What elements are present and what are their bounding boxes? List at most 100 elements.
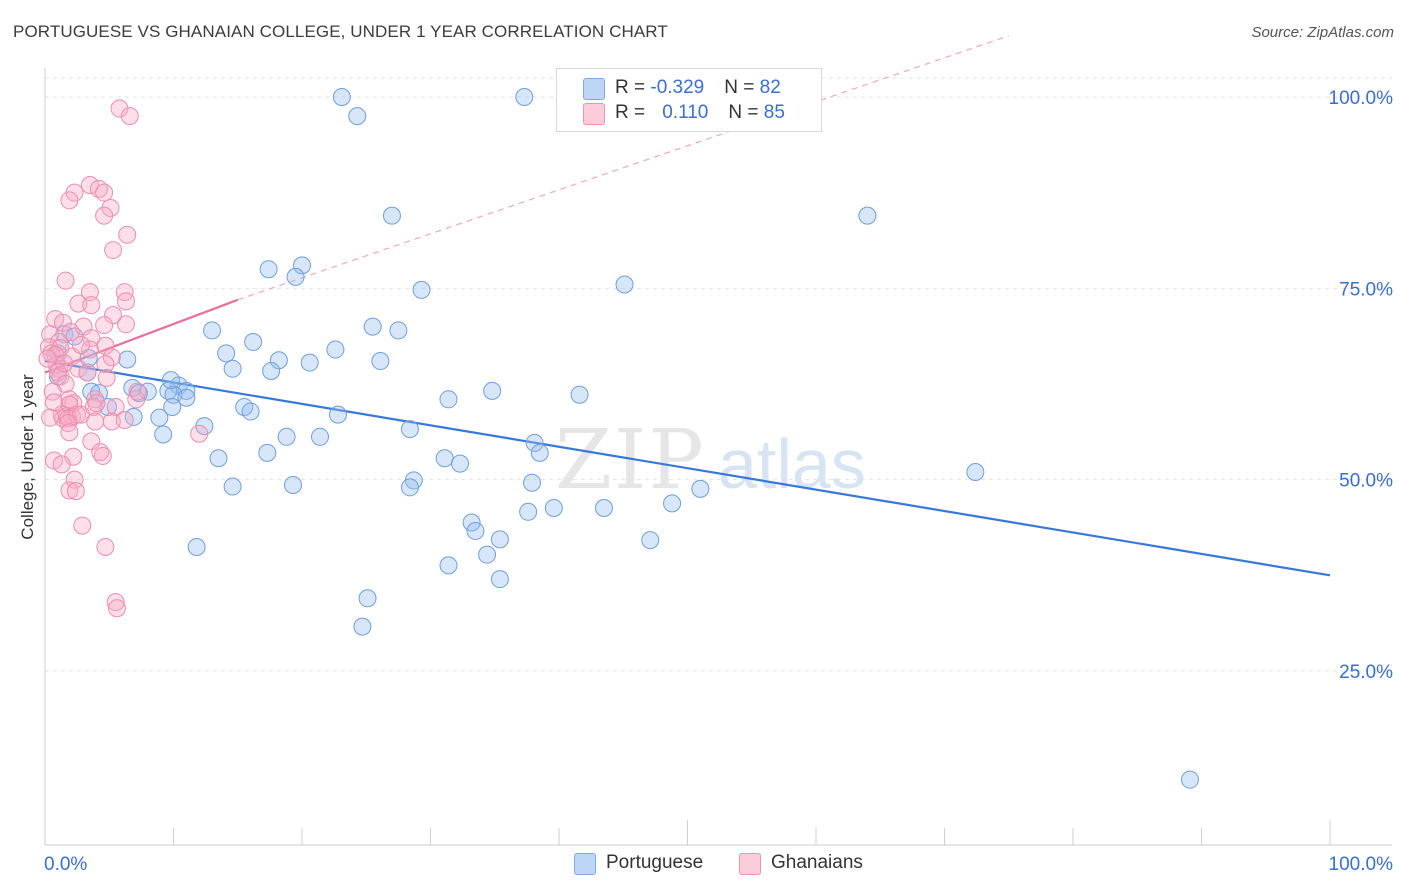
ghanaian-point bbox=[95, 183, 114, 202]
tick-labels: 25.0% 50.0% 75.0% 100.0% 0.0% 100.0% bbox=[44, 88, 1393, 875]
legend-r-value: 0.110 bbox=[662, 102, 709, 123]
ghanaian-point bbox=[102, 348, 121, 367]
ghanaian-point bbox=[93, 446, 112, 465]
ghanaian-point bbox=[96, 336, 115, 355]
portuguese-point bbox=[478, 545, 497, 564]
ghanaian-point bbox=[127, 390, 146, 409]
portuguese-point bbox=[400, 478, 419, 497]
source-label: Source: ZipAtlas.com bbox=[1251, 24, 1394, 41]
ghanaian-point bbox=[73, 516, 92, 535]
legend-text-portuguese: R = -0.329 N = 82 bbox=[615, 77, 781, 99]
legend-n-value: 85 bbox=[763, 102, 785, 123]
ghanaian-point bbox=[56, 271, 75, 290]
legend-r-value: -0.329 bbox=[650, 77, 705, 98]
ghanaian-point bbox=[118, 225, 137, 244]
bottom-legend-label-ghanaians: Ghanaians bbox=[771, 852, 863, 873]
ghanaian-point bbox=[66, 482, 85, 501]
correlation-legend: R = -0.329 N = 82 R = 0.110 N = 85 bbox=[556, 68, 822, 132]
legend-swatch-ghanaians bbox=[583, 103, 605, 125]
ghanaian-point bbox=[102, 412, 121, 431]
bottom-legend-label-portuguese: Portuguese bbox=[606, 852, 704, 873]
portuguese-point bbox=[310, 427, 329, 446]
portuguese-point bbox=[293, 256, 311, 275]
portuguese-point bbox=[300, 353, 319, 372]
portuguese-point bbox=[462, 513, 481, 532]
portuguese-point bbox=[284, 476, 303, 495]
y-axis-label: College, Under 1 year bbox=[18, 374, 37, 540]
ghanaian-point bbox=[115, 283, 134, 302]
y-tick-label: 100.0% bbox=[1329, 88, 1394, 109]
portuguese-point bbox=[150, 408, 169, 427]
portuguese-point bbox=[490, 570, 509, 589]
portuguese-point bbox=[519, 502, 538, 521]
ghanaian-point bbox=[59, 414, 78, 433]
portuguese-point bbox=[400, 420, 419, 439]
ghanaian-point bbox=[80, 283, 99, 302]
legend-n-label: N = bbox=[724, 77, 760, 98]
ghanaian-point bbox=[60, 423, 79, 442]
bottom-legend-swatch-portuguese bbox=[574, 853, 596, 875]
portuguese-point bbox=[177, 388, 196, 407]
ghanaian-point bbox=[116, 292, 135, 311]
grid-lines bbox=[45, 77, 1392, 672]
legend-n-value: 82 bbox=[759, 77, 781, 98]
watermark-zip: ZIP bbox=[555, 413, 706, 508]
portuguese-point bbox=[483, 381, 502, 400]
portuguese-point bbox=[209, 449, 228, 468]
ghanaian-point bbox=[82, 296, 101, 315]
portuguese-point bbox=[523, 473, 542, 492]
legend-r-label: R = bbox=[615, 102, 651, 123]
ghanaian-point bbox=[95, 316, 114, 335]
chart-title: PORTUGUESE VS GHANAIAN COLLEGE, UNDER 1 … bbox=[13, 22, 668, 41]
portuguese-point bbox=[615, 275, 634, 294]
ghanaian-point bbox=[65, 470, 84, 489]
ghanaian-point bbox=[60, 481, 79, 500]
portuguese-point bbox=[389, 321, 408, 340]
ghanaian-point bbox=[110, 99, 129, 118]
ghanaian-point bbox=[61, 322, 80, 341]
portuguese-point bbox=[259, 260, 278, 279]
portuguese-point bbox=[241, 402, 260, 421]
portuguese-point bbox=[570, 385, 589, 404]
portuguese-point bbox=[641, 531, 660, 550]
portuguese-point bbox=[348, 107, 367, 126]
portuguese-point bbox=[858, 206, 877, 225]
portuguese-point bbox=[258, 443, 277, 462]
portuguese-trend-line bbox=[44, 359, 1331, 577]
legend-r-label: R = bbox=[615, 77, 651, 98]
portuguese-point bbox=[262, 361, 281, 380]
ghanaian-point bbox=[69, 294, 88, 313]
ghanaian-trend-extension bbox=[237, 35, 1009, 301]
ghanaian-point bbox=[116, 315, 135, 334]
ghanaian-point bbox=[106, 397, 125, 416]
portuguese-point bbox=[118, 350, 137, 369]
portuguese-point bbox=[439, 390, 458, 409]
ghanaian-point bbox=[78, 363, 97, 382]
ghanaian-point bbox=[53, 313, 72, 332]
data-points bbox=[38, 88, 1199, 789]
portuguese-point bbox=[154, 425, 173, 444]
portuguese-point bbox=[286, 267, 305, 286]
ghanaian-point bbox=[128, 382, 147, 401]
portuguese-point bbox=[530, 443, 549, 462]
portuguese-point bbox=[277, 427, 296, 446]
portuguese-point bbox=[358, 589, 377, 608]
ghanaian-point bbox=[190, 424, 209, 443]
portuguese-point bbox=[966, 463, 985, 482]
portuguese-point bbox=[203, 321, 222, 340]
portuguese-point bbox=[525, 433, 544, 452]
portuguese-point bbox=[515, 88, 534, 106]
portuguese-point bbox=[1180, 770, 1199, 789]
portuguese-point bbox=[466, 521, 485, 540]
portuguese-point bbox=[691, 479, 710, 498]
ghanaian-point bbox=[52, 455, 71, 474]
portuguese-point bbox=[217, 344, 236, 363]
portuguese-point bbox=[544, 498, 563, 517]
portuguese-point bbox=[326, 340, 345, 359]
ghanaian-point bbox=[41, 408, 60, 427]
y-tick-label: 25.0% bbox=[1339, 662, 1393, 683]
ghanaian-point bbox=[86, 412, 105, 431]
portuguese-point bbox=[382, 206, 401, 225]
portuguese-point bbox=[490, 530, 509, 549]
